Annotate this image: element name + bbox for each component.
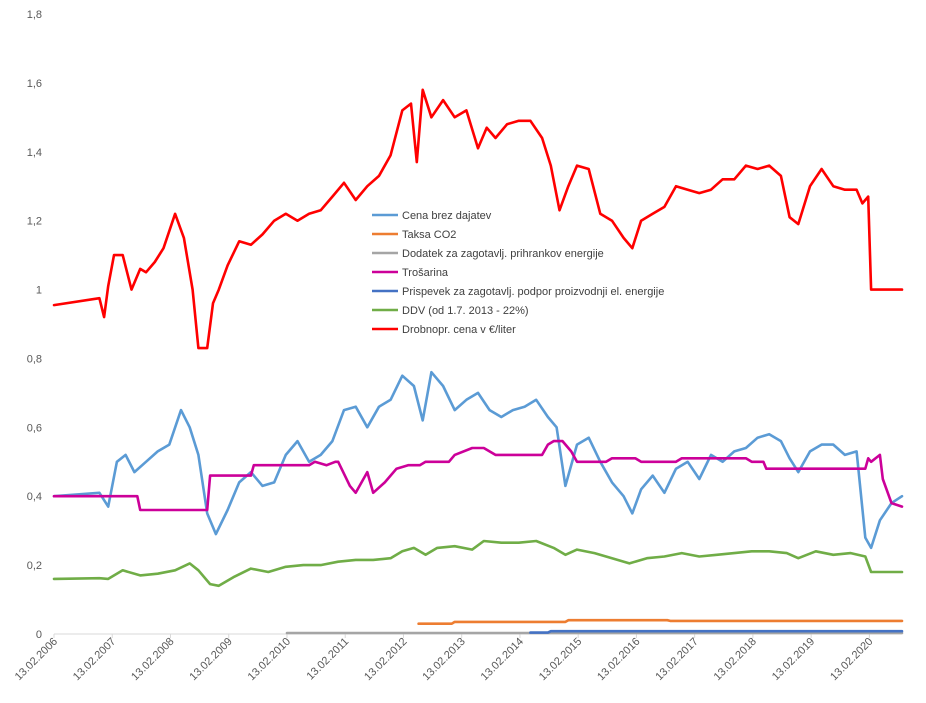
x-tick-label: 13.02.2015 — [537, 636, 584, 683]
series-line-1 — [417, 618, 904, 626]
series-line-0 — [52, 370, 904, 550]
x-tick-label: 13.02.2016 — [595, 636, 642, 683]
x-tick-label: 13.02.2011 — [304, 636, 351, 683]
y-axis-ticks: 0 0,2 0,4 0,6 0,8 1 1,2 1,4 1,6 1,8 — [27, 9, 42, 641]
legend-label: Cena brez dajatev — [402, 210, 492, 222]
x-tick-label: 13.02.2007 — [71, 636, 118, 683]
x-tick-label: 13.02.2008 — [129, 636, 176, 683]
legend-label: Drobnopr. cena v €/liter — [402, 324, 516, 336]
legend-label: Trošarina — [402, 267, 449, 279]
x-tick-label: 13.02.2013 — [420, 636, 467, 683]
series-line-5 — [52, 539, 904, 588]
x-tick-label: 13.02.2018 — [712, 636, 759, 683]
y-tick-label: 0,4 — [27, 491, 42, 503]
y-tick-label: 0,2 — [27, 560, 42, 572]
y-tick-label: 1,6 — [27, 78, 42, 90]
x-tick-label: 13.02.2017 — [653, 636, 700, 683]
y-tick-label: 0,6 — [27, 422, 42, 434]
series-line-4 — [529, 629, 904, 634]
y-tick-label: 1 — [36, 285, 42, 297]
y-tick-label: 1,4 — [27, 147, 42, 159]
x-tick-label: 13.02.2006 — [13, 636, 60, 683]
x-tick-label: 13.02.2012 — [362, 636, 409, 683]
y-tick-label: 0,8 — [27, 353, 42, 365]
series-line-3 — [52, 439, 904, 512]
legend-label: Taksa CO2 — [402, 229, 456, 241]
x-axis-ticks: 13.02.2006 13.02.2007 13.02.2008 13.02.2009… — [13, 634, 876, 683]
x-tick-label: 13.02.2020 — [828, 636, 875, 683]
legend: Cena brez dajatev Taksa CO2 Dodatek za zag… — [372, 210, 664, 336]
legend-label: Prispevek za zagotavlj. podpor proizvodn… — [402, 286, 664, 298]
series-line-6 — [52, 88, 904, 350]
y-tick-label: 0 — [36, 629, 42, 641]
x-tick-label: 13.02.2010 — [246, 636, 293, 683]
x-tick-label: 13.02.2014 — [479, 636, 526, 683]
legend-label: DDV (od 1.7. 2013 - 22%) — [402, 305, 529, 317]
y-tick-label: 1,8 — [27, 9, 42, 21]
x-tick-label: 13.02.2009 — [187, 636, 234, 683]
series-lines — [52, 88, 904, 635]
legend-label: Dodatek za zagotavlj. prihrankov energij… — [402, 248, 604, 260]
x-tick-label: 13.02.2019 — [770, 636, 817, 683]
y-tick-label: 1,2 — [27, 216, 42, 228]
